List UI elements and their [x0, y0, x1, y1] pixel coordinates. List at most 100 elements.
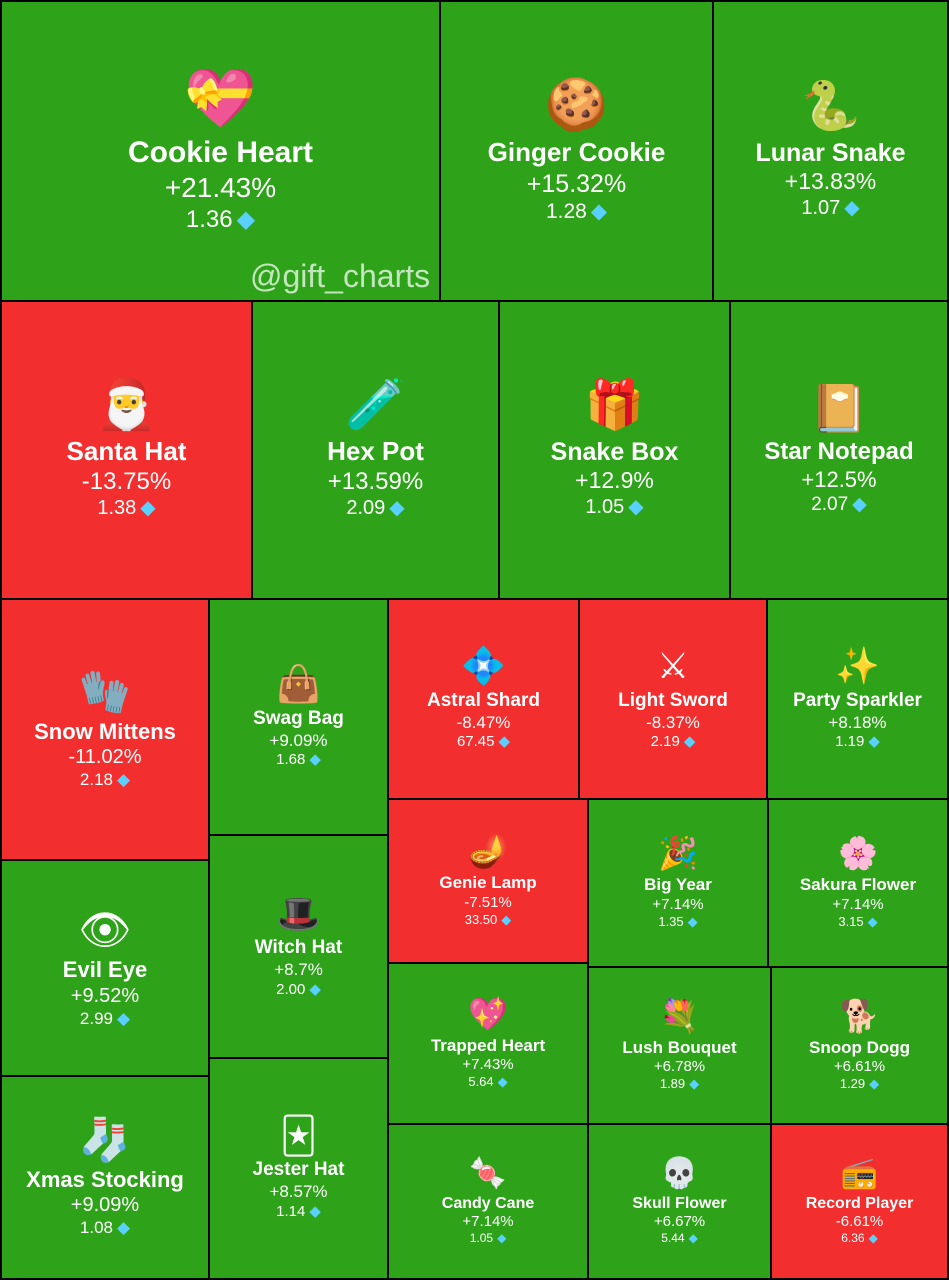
sakura-icon: 🌸 [838, 835, 878, 872]
lamp-icon: 🪔 [468, 833, 508, 870]
tile-name: Hex Pot [327, 436, 424, 467]
tile-name: Star Notepad [764, 437, 914, 465]
tile-name: Record Player [805, 1194, 914, 1212]
tile-price: 1.05 ◆ [585, 495, 643, 520]
tile-name: Big Year [644, 875, 712, 895]
big-year-icon: 🎉 [658, 835, 698, 872]
tile-price: 33.50 ◆ [465, 912, 512, 928]
tile-change: +12.9% [575, 467, 654, 494]
gift-box-icon: 🎁 [584, 379, 645, 433]
tile-price-value: 2.18 [79, 770, 113, 790]
tile-price-value: 1.89 [659, 1076, 686, 1092]
tile-name: Skull Flower [632, 1194, 727, 1212]
tile-change: +9.52% [70, 984, 140, 1007]
diamond-icon: ◆ [117, 1218, 131, 1238]
tile-name: Light Sword [618, 689, 728, 711]
diamond-icon: ◆ [590, 199, 608, 223]
tile-change: +6.67% [653, 1213, 706, 1231]
tile-price: 1.14 ◆ [276, 1203, 321, 1222]
tile-snow-mittens[interactable]: 🧤 Snow Mittens -11.02% 2.18 ◆ [0, 598, 210, 861]
diamond-icon: ◆ [852, 494, 867, 516]
tile-record-player[interactable]: 📻 Record Player -6.61% 6.36 ◆ [770, 1123, 949, 1280]
tile-astral-shard[interactable]: 💠 Astral Shard -8.47% 67.45 ◆ [387, 598, 580, 800]
tile-change: +12.5% [801, 466, 877, 492]
record-player-icon: 📻 [840, 1156, 879, 1190]
tile-party-sparkler[interactable]: ✨ Party Sparkler +8.18% 1.19 ◆ [766, 598, 949, 800]
diamond-icon: ◆ [689, 1076, 700, 1092]
tile-price: 1.89 ◆ [660, 1076, 699, 1092]
tile-change: +15.32% [526, 169, 627, 198]
tile-name: Snoop Dogg [808, 1037, 911, 1057]
tile-change: -13.75% [81, 467, 172, 495]
tile-change: +6.61% [833, 1058, 886, 1076]
tile-change: +7.14% [652, 895, 704, 913]
tile-change: -11.02% [68, 746, 142, 769]
tile-evil-eye[interactable]: 👁 Evil Eye +9.52% 2.99 ◆ [0, 859, 210, 1077]
tile-price: 1.08 ◆ [80, 1217, 130, 1238]
tile-change: -6.61% [835, 1213, 884, 1231]
tile-name: Lush Bouquet [622, 1037, 737, 1057]
tile-snake-box[interactable]: 🎁 Snake Box +12.9% 1.05 ◆ [498, 300, 731, 600]
tile-change: +7.43% [462, 1056, 514, 1074]
witch-hat-icon: 🎩 [276, 892, 321, 934]
tile-name: Xmas Stocking [26, 1166, 184, 1192]
tile-name: Witch Hat [254, 937, 343, 959]
tile-santa-hat[interactable]: 🎅 Santa Hat -13.75% 1.38 ◆ [0, 300, 253, 600]
santa-hat-icon: 🎅 [95, 377, 157, 432]
tile-trapped-heart[interactable]: 💖 Trapped Heart +7.43% 5.64 ◆ [387, 962, 589, 1125]
tile-change: +9.09% [269, 730, 328, 750]
tile-name: Lunar Snake [755, 139, 906, 168]
tile-lunar-snake[interactable]: 🐍 Lunar Snake +13.83% 1.07 ◆ [712, 0, 949, 302]
tile-price-value: 2.07 [811, 494, 849, 516]
tile-cookie-heart[interactable]: 💝 Cookie Heart +21.43% 1.36 ◆ [0, 0, 441, 302]
gingerbread-icon: 🍪 [544, 76, 609, 134]
tile-price-value: 1.07 [801, 196, 841, 219]
tile-name: Swag Bag [253, 707, 344, 729]
diamond-icon: ◆ [236, 205, 256, 233]
tile-hex-pot[interactable]: 🧪 Hex Pot +13.59% 2.09 ◆ [251, 300, 500, 600]
tile-price-value: 1.05 [585, 495, 625, 518]
tile-price: 1.68 ◆ [276, 751, 321, 770]
light-sword-icon: ⚔ [656, 645, 690, 687]
cookie-heart-icon: 💝 [184, 66, 257, 132]
tile-snoop-dogg[interactable]: 🐕 Snoop Dogg +6.61% 1.29 ◆ [770, 966, 949, 1125]
tile-price: 1.07 ◆ [801, 196, 859, 221]
skull-flower-icon: 💀 [660, 1156, 699, 1190]
tile-price: 6.36 ◆ [841, 1231, 878, 1246]
notebook-icon: 📔 [810, 382, 868, 435]
tile-price: 5.44 ◆ [661, 1231, 698, 1246]
dog-icon: 🐕 [839, 997, 880, 1034]
tile-candy-cane[interactable]: 🍬 Candy Cane +7.14% 1.05 ◆ [387, 1123, 589, 1280]
tile-big-year[interactable]: 🎉 Big Year +7.14% 1.35 ◆ [587, 798, 769, 968]
tile-price-value: 1.14 [276, 1202, 306, 1220]
tile-price: 2.00 ◆ [276, 981, 321, 1000]
tile-change: -8.37% [646, 712, 700, 732]
tile-price-value: 5.64 [468, 1074, 494, 1090]
tile-price: 67.45 ◆ [457, 733, 510, 752]
tile-jester-hat[interactable]: 🃏 Jester Hat +8.57% 1.14 ◆ [208, 1057, 389, 1280]
tile-lush-bouquet[interactable]: 💐 Lush Bouquet +6.78% 1.89 ◆ [587, 966, 772, 1125]
tile-swag-bag[interactable]: 👜 Swag Bag +9.09% 1.68 ◆ [208, 598, 389, 836]
diamond-icon: ◆ [687, 913, 698, 929]
tile-price: 1.36 ◆ [186, 205, 255, 235]
tile-price-value: 33.50 [464, 911, 498, 927]
tile-name: Party Sparkler [793, 689, 922, 711]
tile-witch-hat[interactable]: 🎩 Witch Hat +8.7% 2.00 ◆ [208, 834, 389, 1059]
tile-light-sword[interactable]: ⚔ Light Sword -8.37% 2.19 ◆ [578, 598, 768, 800]
snake-icon: 🐍 [800, 80, 861, 134]
watermark: @gift_charts [250, 258, 431, 294]
tile-star-notepad[interactable]: 📔 Star Notepad +12.5% 2.07 ◆ [729, 300, 949, 600]
tile-change: +8.18% [828, 712, 887, 732]
diamond-icon: ◆ [309, 980, 321, 998]
tile-sakura-flower[interactable]: 🌸 Sakura Flower +7.14% 3.15 ◆ [767, 798, 949, 968]
tile-ginger-cookie[interactable]: 🍪 Ginger Cookie +15.32% 1.28 ◆ [439, 0, 714, 302]
tile-price: 5.64 ◆ [468, 1074, 507, 1090]
diamond-icon: ◆ [497, 1074, 508, 1090]
tile-price: 2.07 ◆ [811, 493, 867, 517]
tile-skull-flower[interactable]: 💀 Skull Flower +6.67% 5.44 ◆ [587, 1123, 772, 1280]
sparkler-icon: ✨ [835, 645, 880, 687]
tile-genie-lamp[interactable]: 🪔 Genie Lamp -7.51% 33.50 ◆ [387, 798, 589, 964]
eye-icon: 👁 [78, 906, 132, 954]
tile-xmas-stocking[interactable]: 🧦 Xmas Stocking +9.09% 1.08 ◆ [0, 1075, 210, 1280]
tile-change: +7.14% [462, 1213, 514, 1231]
